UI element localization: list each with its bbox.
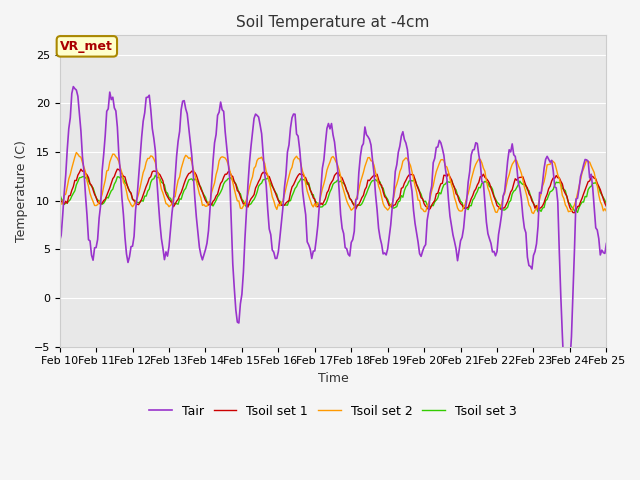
Tair — [56, 238, 63, 244]
Tsoil set 1 — [602, 204, 610, 209]
Tsoil set 3 — [369, 178, 376, 183]
Tsoil set 2 — [602, 208, 610, 214]
Tsoil set 1 — [113, 166, 121, 172]
Tair — [602, 240, 610, 246]
Tsoil set 2 — [71, 154, 79, 160]
Tsoil set 2 — [56, 202, 63, 208]
Tsoil set 3 — [71, 188, 79, 194]
Tsoil set 1 — [387, 203, 395, 208]
Tair — [159, 245, 167, 251]
Tsoil set 1 — [71, 178, 79, 183]
Tsoil set 1 — [537, 205, 545, 211]
Text: VR_met: VR_met — [60, 40, 113, 53]
Tsoil set 1 — [56, 193, 63, 199]
Tsoil set 2 — [530, 211, 538, 216]
Tsoil set 1 — [369, 174, 376, 180]
Title: Soil Temperature at -4cm: Soil Temperature at -4cm — [236, 15, 429, 30]
Y-axis label: Temperature (C): Temperature (C) — [15, 140, 28, 242]
Tair — [399, 129, 406, 134]
Tsoil set 3 — [537, 208, 545, 214]
Tsoil set 1 — [571, 210, 579, 216]
Tsoil set 3 — [152, 172, 159, 178]
Tsoil set 3 — [56, 191, 63, 197]
Line: Tsoil set 2: Tsoil set 2 — [60, 153, 606, 214]
Tsoil set 2 — [387, 203, 395, 208]
X-axis label: Time: Time — [317, 372, 348, 385]
Line: Tair: Tair — [60, 86, 606, 391]
Tsoil set 3 — [573, 210, 581, 216]
Legend: Tair, Tsoil set 1, Tsoil set 2, Tsoil set 3: Tair, Tsoil set 1, Tsoil set 2, Tsoil se… — [145, 400, 522, 423]
Tsoil set 2 — [539, 183, 547, 189]
Tair — [72, 87, 80, 93]
Tsoil set 2 — [369, 158, 376, 164]
Tair — [369, 157, 376, 163]
Line: Tsoil set 1: Tsoil set 1 — [60, 169, 606, 213]
Tsoil set 3 — [602, 201, 610, 207]
Line: Tsoil set 3: Tsoil set 3 — [60, 175, 606, 213]
Tsoil set 2 — [159, 190, 167, 196]
Tsoil set 2 — [399, 158, 406, 164]
Tair — [537, 191, 545, 196]
Tsoil set 3 — [159, 180, 167, 186]
Tsoil set 1 — [159, 178, 167, 184]
Tsoil set 2 — [72, 150, 80, 156]
Tair — [387, 222, 395, 228]
Tsoil set 1 — [399, 185, 406, 191]
Tair — [561, 388, 569, 394]
Tsoil set 3 — [399, 194, 406, 200]
Tsoil set 3 — [387, 203, 395, 208]
Tair — [70, 84, 77, 89]
